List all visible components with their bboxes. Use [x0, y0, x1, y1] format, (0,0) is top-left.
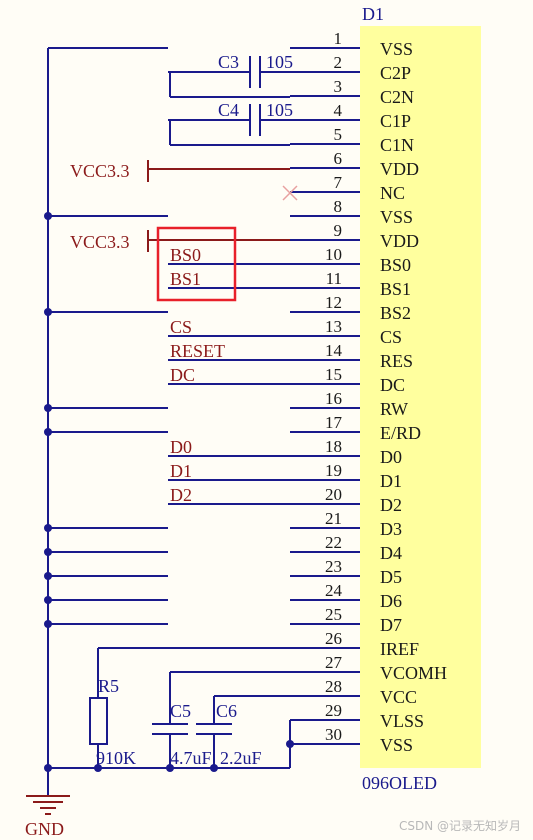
pin-name-16: RW	[380, 399, 408, 419]
pin-number-29: 29	[325, 701, 342, 720]
nc-cross	[282, 185, 298, 201]
c4-capacitor	[168, 104, 290, 146]
pin-name-1: VSS	[380, 39, 413, 59]
net-wires	[168, 335, 290, 505]
pin-number-6: 6	[334, 149, 343, 168]
pin-number-15: 15	[325, 365, 342, 384]
pin-name-3: C2N	[380, 87, 414, 107]
net-label-d1: D1	[170, 461, 192, 481]
vcc-pin9-port	[147, 230, 290, 252]
c5-value: 4.7uF	[170, 748, 212, 768]
pin-number-13: 13	[325, 317, 342, 336]
pin-number-19: 19	[325, 461, 342, 480]
net-label-cs: CS	[170, 317, 192, 337]
pin-name-29: VLSS	[380, 711, 424, 731]
pin-number-27: 27	[325, 653, 343, 672]
pin-name-9: VDD	[380, 231, 419, 251]
pin-number-11: 11	[326, 269, 342, 288]
watermark: CSDN @记录无知岁月	[398, 819, 521, 833]
net-label-d2: D2	[170, 485, 192, 505]
pin-number-26: 26	[325, 629, 342, 648]
pin-name-6: VDD	[380, 159, 419, 179]
pin-name-5: C1N	[380, 135, 414, 155]
pin-name-4: C1P	[380, 111, 411, 131]
pin-number-21: 21	[325, 509, 342, 528]
c5-capacitor	[152, 671, 290, 768]
pin-name-10: BS0	[380, 255, 411, 275]
ic-designator: D1	[362, 4, 384, 24]
pin-name-2: C2P	[380, 63, 411, 83]
gnd-bus	[47, 47, 290, 796]
pin-name-23: D5	[380, 567, 402, 587]
pin-name-11: BS1	[380, 279, 411, 299]
pin-number-10: 10	[325, 245, 342, 264]
c4-ref: C4	[218, 100, 239, 120]
pin-name-7: NC	[380, 183, 405, 203]
net-label-d0: D0	[170, 437, 192, 457]
pin-number-1: 1	[334, 29, 343, 48]
pin-name-25: D7	[380, 615, 402, 635]
pin-number-30: 30	[325, 725, 342, 744]
c6-value: 2.2uF	[220, 748, 262, 768]
pin-name-21: D3	[380, 519, 402, 539]
pin-name-19: D1	[380, 471, 402, 491]
pin-name-22: D4	[380, 543, 402, 563]
pin-number-14: 14	[325, 341, 343, 360]
pin-number-12: 12	[325, 293, 342, 312]
pin-number-5: 5	[334, 125, 343, 144]
c3-capacitor	[168, 56, 290, 98]
r5-resistor	[89, 647, 290, 768]
c3-ref: C3	[218, 52, 239, 72]
net-label-bs1: BS1	[170, 269, 201, 289]
pin-name-13: CS	[380, 327, 402, 347]
bs-highlight-box	[156, 226, 237, 302]
pin-name-24: D6	[380, 591, 402, 611]
pin-name-15: DC	[380, 375, 405, 395]
net-label-reset: RESET	[170, 341, 225, 361]
pin-number-18: 18	[325, 437, 342, 456]
pin-number-8: 8	[334, 197, 343, 216]
pin-number-23: 23	[325, 557, 342, 576]
c3-value: 105	[266, 52, 293, 72]
pin-name-18: D0	[380, 447, 402, 467]
vcc-pin6-port	[147, 160, 290, 182]
pin-number-9: 9	[334, 221, 343, 240]
vcc-pin9-label: VCC3.3	[70, 232, 130, 252]
pin-number-4: 4	[334, 101, 343, 120]
pin-number-24: 24	[325, 581, 343, 600]
pin-name-28: VCC	[380, 687, 417, 707]
r5-value: 910K	[96, 748, 136, 768]
c4-value: 105	[266, 100, 293, 120]
net-label-dc: DC	[170, 365, 195, 385]
pin-number-17: 17	[325, 413, 343, 432]
pin-number-28: 28	[325, 677, 342, 696]
pin-number-20: 20	[325, 485, 342, 504]
pin-name-17: E/RD	[380, 423, 421, 443]
gnd-symbol	[26, 795, 70, 815]
pin-layer: 1 VSS 2 C2P 3 C2N 4 C1P 5 C1N 6 VDD 7 NC 8 VSS 9 VDD 10 BS0…	[290, 29, 447, 755]
gnd-label: GND	[25, 819, 64, 839]
c6-ref: C6	[216, 701, 237, 721]
pin-number-3: 3	[334, 77, 343, 96]
ic-body	[360, 26, 481, 768]
pin-number-25: 25	[325, 605, 342, 624]
pin-name-14: RES	[380, 351, 413, 371]
ic-part-name: 096OLED	[362, 773, 437, 793]
pin-number-22: 22	[325, 533, 342, 552]
pin-name-26: IREF	[380, 639, 419, 659]
pin-name-30: VSS	[380, 735, 413, 755]
c5-ref: C5	[170, 701, 191, 721]
vcc-pin6-label: VCC3.3	[70, 161, 130, 181]
pin-name-8: VSS	[380, 207, 413, 227]
r5-ref: R5	[98, 676, 119, 696]
c6-capacitor	[196, 695, 290, 768]
pin-name-27: VCOMH	[380, 663, 447, 683]
net-label-bs0: BS0	[170, 245, 201, 265]
pin-number-2: 2	[334, 53, 343, 72]
pin-name-12: BS2	[380, 303, 411, 323]
pin-number-7: 7	[334, 173, 343, 192]
pin-name-20: D2	[380, 495, 402, 515]
pin-number-16: 16	[325, 389, 342, 408]
